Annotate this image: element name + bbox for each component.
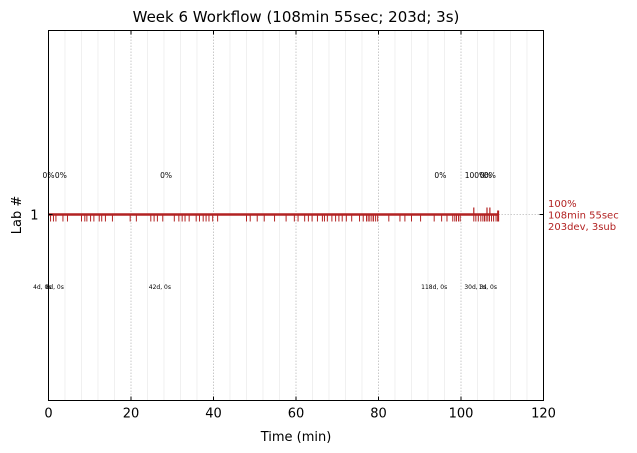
y-tick-label: 1 bbox=[30, 209, 38, 224]
progress-label: 0% bbox=[160, 171, 172, 180]
x-tick-label: 60 bbox=[288, 407, 305, 422]
summary-line: 108min 55sec bbox=[548, 211, 619, 222]
x-tick-label: 80 bbox=[370, 407, 387, 422]
interval-label: 118d, 0s bbox=[421, 284, 447, 291]
x-tick-label: 100 bbox=[449, 407, 474, 422]
x-tick-label: 20 bbox=[123, 407, 140, 422]
progress-label: 100% bbox=[465, 171, 486, 180]
interval-label: 1d, 0s bbox=[479, 284, 497, 291]
summary-line: 100% bbox=[548, 199, 577, 210]
axes: 0 20 40 60 80 100 120 1 bbox=[30, 30, 556, 422]
y-axis-label: Lab # bbox=[10, 196, 25, 235]
interval-label: 42d, 0s bbox=[149, 284, 171, 291]
interval-label: 4d, 0s bbox=[33, 284, 51, 291]
x-tick-label: 40 bbox=[205, 407, 222, 422]
x-axis-label: Time (min) bbox=[260, 430, 332, 445]
summary-line: 203dev, 3sub bbox=[548, 222, 616, 233]
progress-label: 0% bbox=[434, 171, 446, 180]
x-tick-label: 120 bbox=[531, 407, 556, 422]
interval-label: 30d, 3s bbox=[464, 284, 486, 291]
progress-label: 0% bbox=[484, 171, 496, 180]
progress-label: 0% bbox=[480, 171, 492, 180]
x-tick-label: 0 bbox=[44, 407, 52, 422]
chart-title: Week 6 Workflow (108min 55sec; 203d; 3s) bbox=[133, 8, 460, 26]
interval-label: 8d, 0s bbox=[45, 284, 63, 291]
progress-label: 0% bbox=[55, 171, 67, 180]
